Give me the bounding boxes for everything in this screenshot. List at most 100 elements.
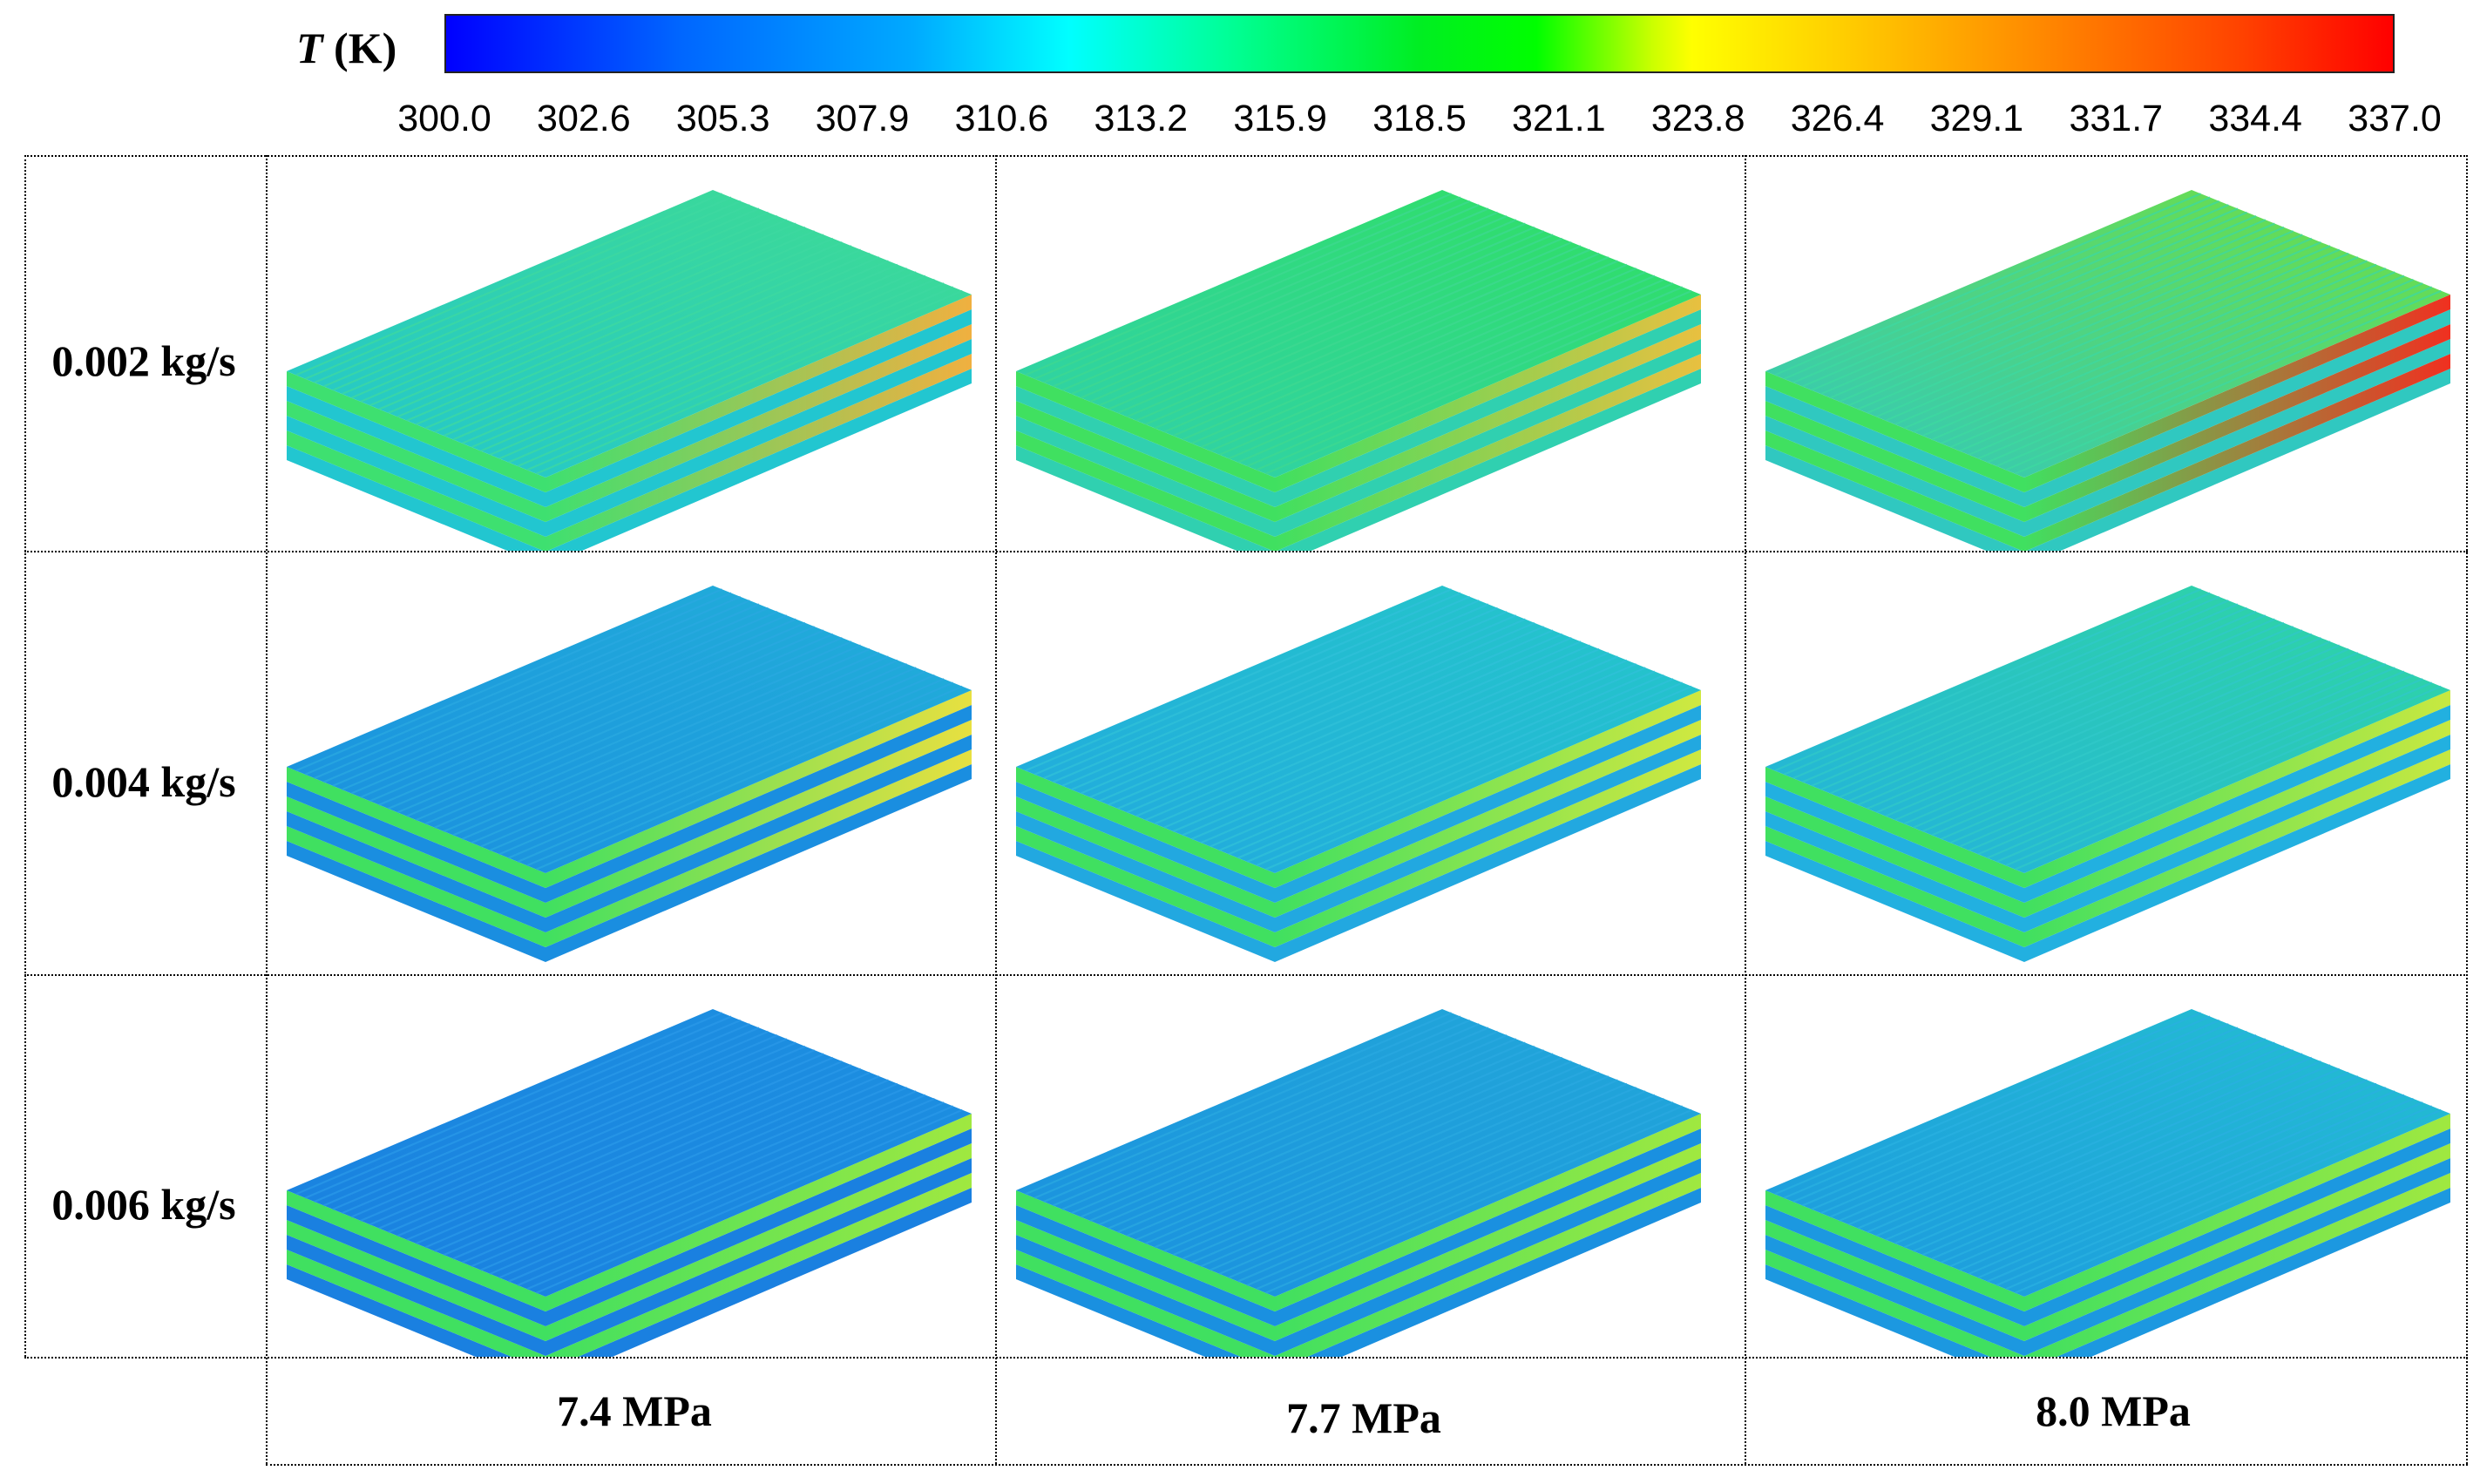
channel-stripe — [1256, 681, 1684, 867]
channel-stripe — [388, 1049, 816, 1233]
channel-stripe — [314, 200, 742, 384]
channel-stripe — [1117, 626, 1545, 810]
channel-stripe — [1783, 196, 2211, 380]
plate-layer-side — [545, 1128, 972, 1326]
plate-layer-front — [1016, 1205, 1275, 1326]
plate-layer-front — [1765, 767, 2024, 888]
channel-stripe — [1820, 1030, 2248, 1215]
temperature-contour-panel — [995, 551, 1745, 974]
column-label-pressure-3: 8.0 MPa — [2036, 1386, 2191, 1435]
channel-stripe — [388, 230, 816, 414]
channel-stripe — [1968, 271, 2395, 456]
channel-stripe — [406, 633, 834, 817]
plate-layer-side — [2024, 1128, 2450, 1326]
plate-layer-front — [1765, 1220, 2024, 1341]
plate-layer-front — [1016, 796, 1275, 918]
plate-layer-front — [1016, 401, 1275, 522]
plate-layer-side — [545, 1143, 972, 1341]
plate-layer-side — [1275, 1143, 1701, 1341]
channel-stripe — [332, 207, 760, 391]
channel-stripe — [1857, 1045, 2285, 1230]
channel-stripe — [1959, 1086, 2387, 1271]
temperature-contour-panel — [266, 551, 995, 974]
channel-stripe — [1829, 610, 2257, 795]
channel-stripe — [1182, 1075, 1609, 1260]
plate-layer-side — [545, 690, 972, 888]
channel-stripe — [1061, 207, 1489, 391]
plate-stack — [287, 190, 972, 551]
channel-stripe — [1033, 1015, 1461, 1199]
plate-layer-side — [2024, 705, 2450, 903]
channel-stripe — [1154, 245, 1582, 430]
plate-layer-side — [545, 295, 972, 492]
channel-stripe — [1135, 237, 1563, 422]
plate-stack — [287, 1009, 972, 1357]
channel-stripe — [1848, 618, 2275, 803]
plate-layer-front — [1765, 430, 2024, 551]
channel-stripe — [526, 681, 954, 867]
channel-stripe — [1117, 1049, 1545, 1233]
channel-stripe — [1210, 662, 1637, 848]
channel-stripe — [1867, 626, 2294, 810]
channel-stripe — [416, 241, 843, 426]
channel-stripe — [1126, 629, 1554, 814]
plate-layer-front — [287, 796, 545, 918]
plate-layer-side — [2024, 1114, 2450, 1311]
colorbar-tick-label: 334.4 — [2208, 98, 2302, 139]
channel-stripe — [443, 647, 871, 833]
channel-stripe — [1949, 1082, 2377, 1268]
channel-stripe — [350, 214, 778, 399]
plate-layer-front — [1765, 371, 2024, 492]
channel-stripe — [1025, 1012, 1453, 1196]
plate-layer-front — [1765, 1264, 1991, 1357]
channel-stripe — [1264, 1108, 1692, 1294]
channel-stripe — [1968, 1090, 2395, 1275]
channel-stripe — [1089, 219, 1517, 403]
channel-stripe — [489, 667, 917, 851]
plate-layer-side — [2024, 720, 2450, 918]
plate-layer-side — [1277, 369, 1701, 551]
plate-layer-front — [1016, 811, 1275, 932]
channel-stripe — [1941, 1079, 2368, 1264]
channel-stripe — [1903, 245, 2331, 430]
channel-stripe — [1931, 652, 2359, 837]
plate-layer-front — [287, 1264, 512, 1357]
channel-stripe — [1949, 659, 2377, 844]
channel-stripe — [295, 193, 723, 376]
plate-layer-front — [287, 1190, 545, 1311]
channel-stripe — [416, 636, 843, 822]
channel-stripe — [1774, 1012, 2202, 1196]
channel-stripe — [1099, 1041, 1526, 1226]
colorbar-tick-label: 307.9 — [815, 98, 910, 139]
plate-layer-front — [1765, 445, 2023, 551]
channel-stripe — [416, 1060, 843, 1245]
channel-stripe — [517, 282, 945, 467]
channel-stripe — [1163, 248, 1591, 433]
channel-stripe — [1043, 1019, 1471, 1203]
plate-layer-front — [1765, 782, 2024, 903]
channel-stripe — [1108, 226, 1535, 410]
channel-stripe — [1237, 1097, 1665, 1283]
channel-stripe — [1829, 1033, 2257, 1218]
channel-stripe — [396, 629, 824, 814]
plate-layer-front — [287, 826, 545, 947]
channel-stripe — [369, 222, 796, 407]
channel-stripe — [1949, 263, 2377, 449]
plate-layer-side — [545, 1158, 972, 1356]
channel-stripe — [1218, 667, 1646, 851]
channel-stripe — [2005, 1105, 2433, 1291]
channel-stripe — [1099, 618, 1526, 803]
channel-stripe — [424, 245, 852, 430]
channel-stripe — [535, 289, 963, 475]
plate-stack — [1765, 190, 2450, 551]
channel-stripe — [1959, 267, 2387, 452]
colorbar-tick-label: 337.0 — [2348, 98, 2442, 139]
channel-stripe — [1126, 234, 1554, 418]
channel-stripe — [369, 1041, 796, 1226]
channel-stripe — [462, 1079, 889, 1264]
plate-layer-front — [1016, 1264, 1242, 1357]
plate-layer-side — [2024, 354, 2450, 551]
channel-stripe — [1200, 659, 1628, 844]
plate-layer-front — [1765, 796, 2024, 918]
channel-stripe — [1099, 222, 1526, 407]
